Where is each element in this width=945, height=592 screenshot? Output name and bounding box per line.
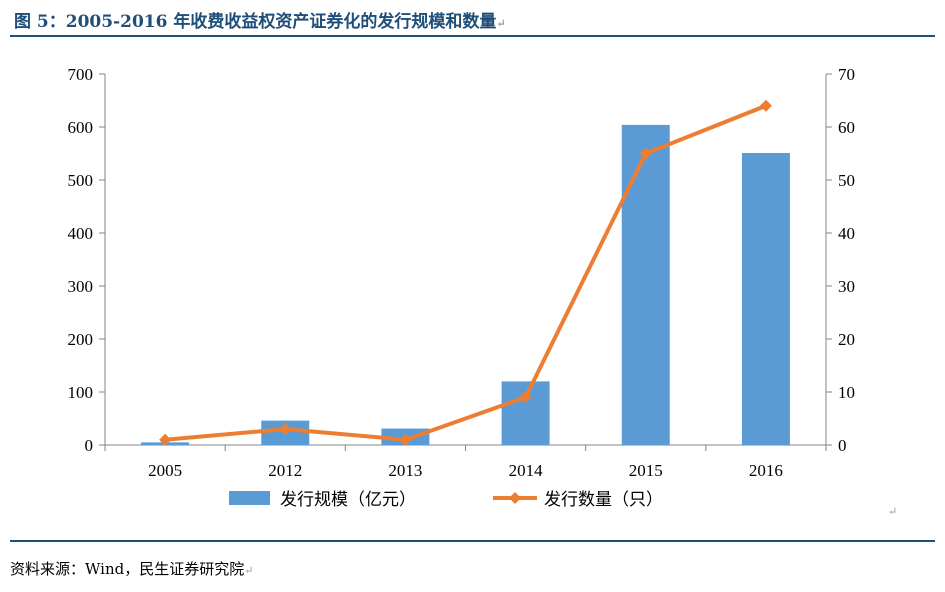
x-tick-label: 2016 xyxy=(749,461,783,480)
line-point xyxy=(399,433,412,446)
bar xyxy=(741,152,790,445)
legend-label-bar: 发行规模（亿元） xyxy=(280,490,416,510)
x-tick-label: 2012 xyxy=(268,461,302,480)
bottom-rule xyxy=(10,540,935,542)
chart-legend: 发行规模（亿元） 发行数量（只） xyxy=(229,490,663,510)
line-series xyxy=(159,99,772,446)
x-tick-label: 2013 xyxy=(388,461,422,480)
x-tick-label: 2014 xyxy=(509,461,544,480)
bar xyxy=(501,381,550,445)
legend-swatch-bar xyxy=(229,491,270,505)
top-rule xyxy=(10,35,935,37)
combo-chart: 0 100 200 300 400 500 600 700 0 10 20 30 40 50 60 70 200… xyxy=(68,65,856,510)
y-left-tick-label: 0 xyxy=(85,436,94,455)
series-line xyxy=(164,103,767,442)
x-tick-label: 2005 xyxy=(148,461,182,480)
line-point xyxy=(279,423,292,436)
line-point xyxy=(519,391,532,404)
y-left-tick-label: 200 xyxy=(68,330,94,349)
y-left-tick-label: 600 xyxy=(68,118,94,137)
x-tick-label: 2015 xyxy=(629,461,663,480)
y-left-tick-label: 300 xyxy=(68,277,94,296)
line-point xyxy=(639,147,652,160)
source-note: 资料来源：Wind，民生证券研究院↵ xyxy=(10,560,254,578)
y-right-tick-label: 50 xyxy=(838,171,855,190)
y-right-tick-label: 10 xyxy=(838,383,855,402)
y-right-tick-label: 20 xyxy=(838,330,855,349)
line-point xyxy=(759,99,772,112)
y-left-tick-label: 500 xyxy=(68,171,94,190)
chart-axes: 0 100 200 300 400 500 600 700 0 10 20 30 40 50 60 70 200… xyxy=(68,65,856,480)
y-left-tick-label: 700 xyxy=(68,65,94,84)
figure-title: 图 5：2005-2016 年收费收益权资产证券化的发行规模和数量↵ xyxy=(14,12,506,32)
bar-series xyxy=(141,124,790,445)
return-mark: ↵ xyxy=(888,505,898,518)
y-right-tick-label: 60 xyxy=(838,118,855,137)
y-right-tick-label: 70 xyxy=(838,65,855,84)
bar xyxy=(621,124,670,445)
line-point xyxy=(159,433,172,446)
y-right-tick-label: 40 xyxy=(838,224,855,243)
y-right-tick-label: 0 xyxy=(838,436,847,455)
y-left-tick-label: 400 xyxy=(68,224,94,243)
legend-label-line: 发行数量（只） xyxy=(544,490,663,510)
legend-swatch-marker xyxy=(509,492,521,504)
y-left-tick-label: 100 xyxy=(68,383,94,402)
y-right-tick-label: 30 xyxy=(838,277,855,296)
